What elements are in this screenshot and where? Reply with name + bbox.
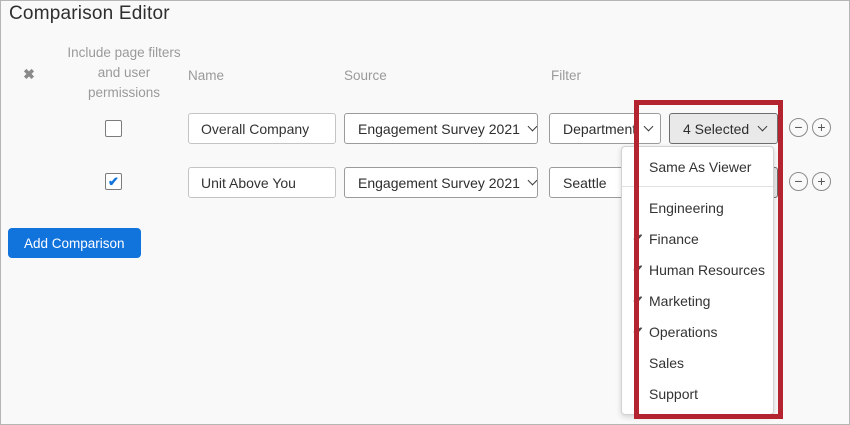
- include-filters-checkbox-row2[interactable]: ✔: [105, 173, 122, 190]
- filter-dropdown-row2-value: Seattle: [563, 174, 607, 191]
- menu-item-label: Operations: [649, 323, 718, 340]
- page-title: Comparison Editor: [9, 3, 170, 24]
- filter-options-menu: ✔ Same As Viewer ✔ Engineering ✔ Finance…: [621, 146, 774, 415]
- add-comparison-button-row1[interactable]: +: [812, 118, 831, 137]
- chevron-down-icon: [757, 121, 768, 132]
- source-dropdown-row2[interactable]: Engagement Survey 2021: [344, 167, 538, 198]
- menu-item[interactable]: ✔ Human Resources: [622, 254, 773, 285]
- filter-values-dropdown-row1-value: 4 Selected: [683, 120, 750, 137]
- column-header-include-filters: Include page filters and user permission…: [67, 45, 181, 100]
- check-icon: ✔: [632, 261, 644, 277]
- check-icon: ✔: [632, 323, 644, 339]
- menu-item-label: Sales: [649, 354, 685, 371]
- menu-item[interactable]: ✔ Operations: [622, 316, 773, 347]
- menu-item-label: Marketing: [649, 292, 711, 309]
- filter-dropdown-row1-value: Department: [563, 120, 637, 137]
- chevron-down-icon: [527, 175, 537, 186]
- menu-item-label: Same As Viewer: [649, 158, 752, 175]
- menu-item[interactable]: ✔ Sales: [622, 347, 773, 378]
- source-dropdown-row2-value: Engagement Survey 2021: [358, 174, 520, 191]
- filter-dropdown-row1[interactable]: Department: [549, 113, 661, 144]
- chevron-down-icon: [527, 121, 537, 132]
- column-header-source: Source: [344, 68, 387, 83]
- menu-item[interactable]: ✔ Same As Viewer: [622, 151, 773, 182]
- filter-values-dropdown-row1[interactable]: 4 Selected: [669, 113, 778, 144]
- menu-item-label: Engineering: [649, 199, 724, 216]
- check-icon: ✔: [632, 230, 644, 246]
- add-comparison-button[interactable]: Add Comparison: [8, 228, 141, 258]
- menu-item-label: Support: [649, 385, 699, 402]
- menu-item[interactable]: ✔ Finance: [622, 223, 773, 254]
- include-filters-checkbox-row1[interactable]: [105, 120, 122, 137]
- menu-divider: [622, 186, 773, 187]
- menu-item-label: Finance: [649, 230, 699, 247]
- remove-comparison-button-row1[interactable]: −: [789, 118, 808, 137]
- remove-row-icon[interactable]: ✖: [23, 66, 35, 82]
- check-icon: ✔: [632, 292, 644, 308]
- chevron-down-icon: [643, 121, 654, 132]
- menu-item[interactable]: ✔ Marketing: [622, 285, 773, 316]
- name-input-row1[interactable]: [188, 113, 336, 144]
- menu-item-label: Human Resources: [649, 261, 765, 278]
- add-comparison-button-row2[interactable]: +: [812, 172, 831, 191]
- source-dropdown-row1-value: Engagement Survey 2021: [358, 120, 520, 137]
- menu-item[interactable]: ✔ Engineering: [622, 192, 773, 223]
- check-icon: ✔: [108, 174, 119, 189]
- remove-comparison-button-row2[interactable]: −: [789, 172, 808, 191]
- column-header-name: Name: [188, 68, 225, 83]
- name-input-row2[interactable]: [188, 167, 336, 198]
- column-header-filter: Filter: [551, 68, 581, 83]
- menu-item[interactable]: ✔ Support: [622, 378, 773, 409]
- source-dropdown-row1[interactable]: Engagement Survey 2021: [344, 113, 538, 144]
